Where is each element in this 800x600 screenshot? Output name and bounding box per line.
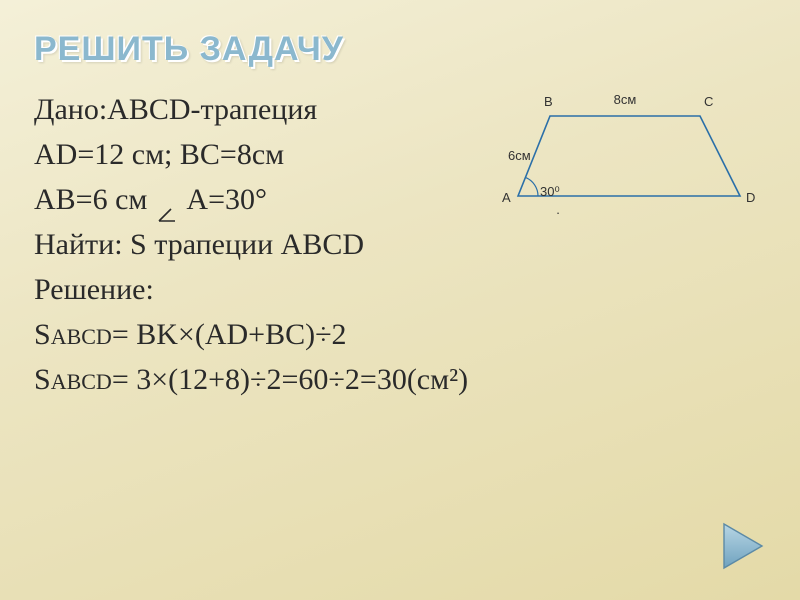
svg-text:6см: 6см <box>508 148 531 163</box>
svg-text:.: . <box>556 202 560 217</box>
svg-text:30⁰: 30⁰ <box>540 184 560 199</box>
formula-line-2: SABCD= 3×(12+8)÷2=60÷2=30(см²) <box>34 357 766 402</box>
svg-text:8см: 8см <box>614 92 637 107</box>
formula1-sub: ABCD <box>51 324 112 349</box>
find-line: Найти: S трапеции ABCD <box>34 222 766 267</box>
slide: РЕШИТЬ ЗАДАЧУ Дано:ABCD-трапеция AD=12 c… <box>0 0 800 600</box>
given-line-3a: AB=6 cм <box>34 183 155 216</box>
solution-heading: Решение: <box>34 267 766 312</box>
formula2-sub: ABCD <box>51 369 112 394</box>
formula-line-1: SABCD= BK×(AD+BC)÷2 <box>34 312 766 357</box>
slide-title: РЕШИТЬ ЗАДАЧУ <box>34 30 766 69</box>
svg-text:B: B <box>544 94 553 109</box>
svg-text:D: D <box>746 190 755 205</box>
formula2-s: S <box>34 363 51 396</box>
svg-text:C: C <box>704 94 713 109</box>
formula1-s: S <box>34 318 51 351</box>
formula2-rest: = 3×(12+8)÷2=60÷2=30(см²) <box>112 363 468 396</box>
angle-icon <box>157 192 177 212</box>
trapezoid-figure: ABCD8см6см30⁰. <box>490 88 750 228</box>
svg-text:A: A <box>502 190 511 205</box>
given-line-3b: A=30° <box>186 183 267 216</box>
next-button[interactable] <box>714 518 770 574</box>
formula1-rest: = BK×(AD+BC)÷2 <box>112 318 347 351</box>
